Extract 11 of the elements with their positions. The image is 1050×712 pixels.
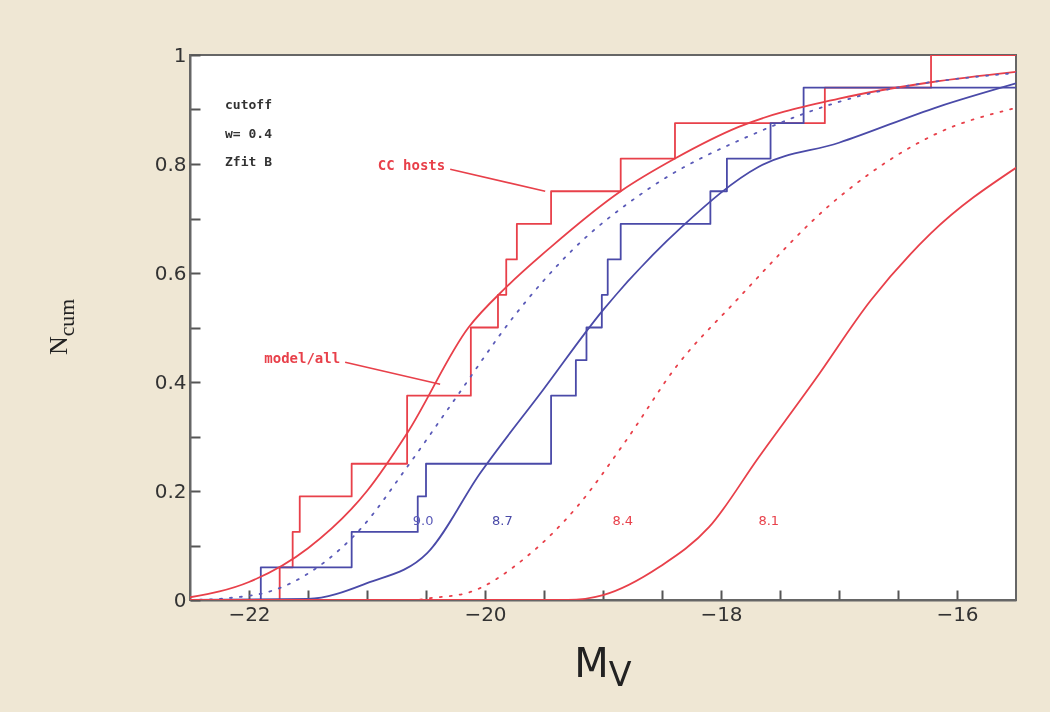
x-tick-label: −16: [936, 601, 979, 626]
x-tick-label: −20: [464, 601, 507, 626]
x-tick-label: −22: [228, 601, 271, 626]
y-tick-label: 0.6: [154, 260, 187, 285]
y-tick-label: 1: [173, 42, 187, 67]
y-tick-label: 0: [173, 587, 187, 612]
x-tick-label: −18: [700, 601, 743, 626]
y-tick-label: 0.2: [154, 478, 187, 503]
y-tick-label: 0.8: [154, 151, 187, 176]
y-tick-label: 0.4: [154, 369, 187, 394]
x-axis-title: M$_{V}$: [574, 640, 632, 694]
